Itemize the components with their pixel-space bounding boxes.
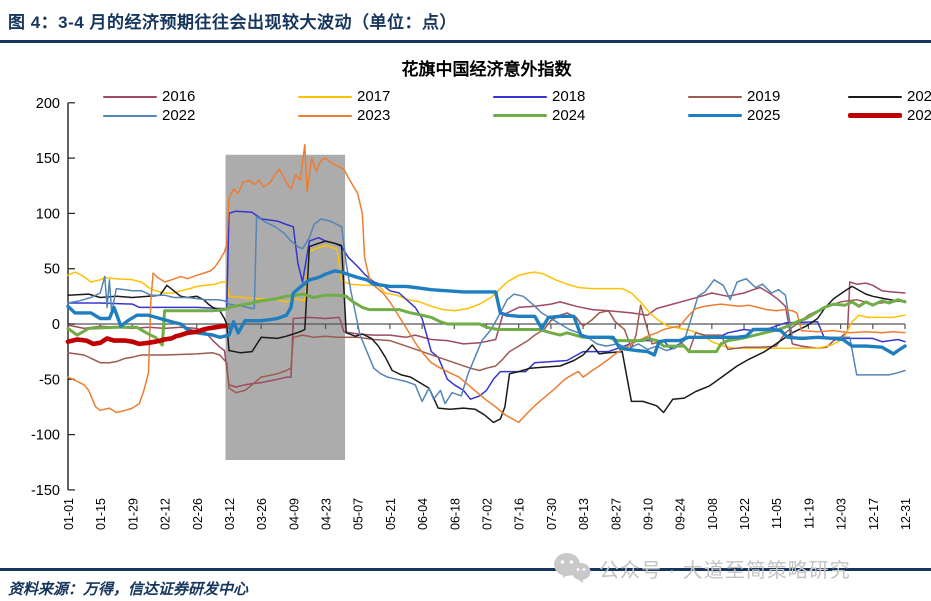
highlight-band (225, 154, 346, 461)
chart-title: 花旗中国经济意外指数 (401, 60, 572, 79)
source-note: 资料来源：万得，信达证券研发中心 (8, 580, 249, 598)
legend-label-2024: 2024 (552, 107, 586, 124)
legend-label-2026: 2026 (907, 107, 931, 124)
x-tick-label: 11-19 (802, 498, 816, 529)
x-tick-label: 03-12 (223, 498, 237, 530)
legend-item-2019: 2019 (688, 87, 780, 106)
legend-label-2023: 2023 (357, 107, 391, 124)
x-tick-label: 10-08 (706, 498, 720, 530)
series-line-2018 (67, 210, 906, 400)
legend-item-2016: 2016 (103, 87, 195, 106)
legend-swatch-2023 (298, 114, 352, 117)
legend-item-2017: 2017 (298, 87, 390, 106)
x-tick-label: 03-26 (255, 498, 269, 530)
x-tick-label: 06-04 (416, 498, 430, 530)
y-tick-label: 0 (52, 317, 60, 333)
x-tick-label: 01-29 (126, 498, 140, 530)
title-divider (0, 40, 931, 43)
x-tick-label: 09-10 (641, 498, 655, 530)
legend-item-2023: 2023 (298, 106, 390, 125)
y-tick-label: -100 (31, 428, 60, 444)
x-tick-label: 01-15 (94, 498, 108, 530)
x-tick-label: 11-05 (770, 498, 784, 529)
watermark: 公众号 · 大道至简策略研究 (553, 552, 851, 584)
x-tick-label: 07-16 (513, 498, 527, 530)
series-line-2023 (67, 144, 906, 424)
legend-swatch-2021 (848, 95, 902, 98)
legend-swatch-2025 (688, 114, 742, 117)
legend-label-2021: 2021 (907, 88, 931, 105)
series-line-2024 (66, 292, 907, 354)
series-line-2016 (67, 281, 906, 388)
legend-label-2022: 2022 (162, 107, 196, 124)
legend-swatch-2017 (298, 95, 352, 98)
y-tick-label: -150 (31, 483, 60, 499)
legend-swatch-2016 (103, 95, 157, 98)
legend-label-2017: 2017 (357, 88, 391, 105)
x-tick-label: 05-21 (384, 498, 398, 530)
x-tick-label: 10-22 (738, 498, 752, 530)
legend-label-2019: 2019 (747, 88, 781, 105)
legend-swatch-2022 (103, 114, 157, 117)
x-tick-label: 04-09 (287, 498, 301, 530)
x-tick-label: 05-07 (352, 498, 366, 530)
legend-swatch-2026 (848, 113, 902, 118)
y-tick-label: 200 (36, 96, 60, 112)
legend-item-2025: 2025 (688, 106, 780, 125)
x-tick-label: 12-17 (867, 498, 881, 530)
x-tick-label: 09-24 (674, 498, 688, 530)
x-tick-label: 02-12 (159, 498, 173, 530)
watermark-text: 公众号 · 大道至简策略研究 (599, 559, 851, 582)
x-tick-label: 02-26 (191, 498, 205, 530)
legend-item-2022: 2022 (103, 106, 195, 125)
legend-label-2016: 2016 (162, 88, 196, 105)
legend-row-1: 2016 2017 2018 2019 2021 (0, 87, 931, 106)
y-tick-label: 50 (44, 262, 60, 278)
footer-divider (0, 568, 931, 571)
legend-item-2021: 2021 (848, 87, 931, 106)
y-tick-label: 150 (36, 151, 60, 167)
legend-row-2: 2022 2023 2024 2025 2026 (0, 106, 931, 125)
x-tick-label: 08-13 (577, 498, 591, 530)
x-tick-label: 08-27 (609, 498, 623, 530)
x-tick-label: 07-02 (481, 498, 495, 530)
x-tick-label: 07-30 (545, 498, 559, 530)
series-line-2019 (67, 298, 906, 394)
wechat-icon (554, 553, 591, 583)
x-tick-label: 01-01 (62, 498, 76, 530)
x-tick-label: 06-18 (448, 498, 462, 530)
legend-item-2026: 2026 (848, 106, 931, 125)
x-tick-label: 12-31 (899, 498, 913, 530)
legend-label-2018: 2018 (552, 88, 586, 105)
legend-item-2024: 2024 (493, 106, 585, 125)
series-line-2022 (67, 215, 906, 405)
series-line-2026 (65, 323, 227, 347)
legend-item-2018: 2018 (493, 87, 585, 106)
series-line-2021 (67, 240, 906, 424)
legend-swatch-2024 (493, 114, 547, 117)
x-tick-label: 04-23 (320, 498, 334, 530)
legend-swatch-2019 (688, 95, 742, 98)
x-tick-label: 12-03 (835, 498, 849, 530)
legend-label-2025: 2025 (747, 107, 781, 124)
page-title: 图 4：3-4 月的经济预期往往会出现较大波动（单位：点） (8, 13, 457, 32)
y-tick-label: 100 (36, 206, 60, 222)
y-tick-label: -50 (39, 372, 60, 388)
legend-swatch-2018 (493, 95, 547, 98)
